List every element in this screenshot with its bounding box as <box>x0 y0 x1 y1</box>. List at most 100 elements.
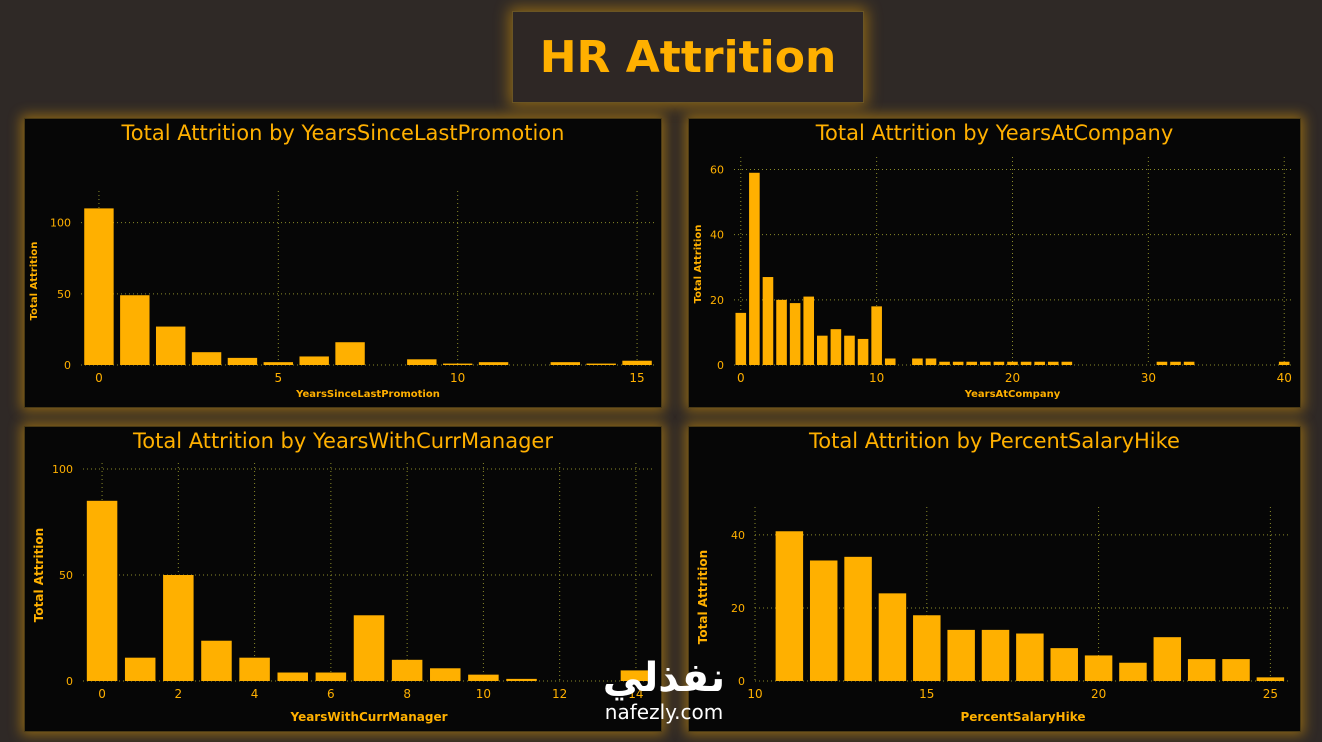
bar-20[interactable] <box>1084 655 1113 681</box>
bar-14[interactable] <box>878 593 907 681</box>
bar-11[interactable] <box>884 358 896 365</box>
bar-10[interactable] <box>442 363 473 365</box>
bar-11[interactable] <box>478 362 509 365</box>
x-tick-label: 12 <box>552 687 567 701</box>
bar-24[interactable] <box>1061 361 1073 365</box>
bar-6[interactable] <box>817 335 828 365</box>
bar-6[interactable] <box>315 672 347 681</box>
company-chart-panel[interactable]: Total Attrition by YearsAtCompany 0 20 40 6… <box>688 118 1301 408</box>
bar-2[interactable] <box>155 326 186 365</box>
bar-21[interactable] <box>1119 662 1147 681</box>
bar-15[interactable] <box>913 615 941 681</box>
bar-9[interactable] <box>857 338 869 365</box>
bar-5[interactable] <box>277 672 308 681</box>
watermark-site: nafezly.com <box>604 700 724 724</box>
bar-3[interactable] <box>191 352 222 365</box>
chart-svg: 0 20 40 60 0 10 20 30 40 YearsAtCompany Total Attr… <box>693 157 1292 400</box>
bar-11[interactable] <box>775 531 804 681</box>
chart-svg: 0 20 40 10 15 20 25 PercentSalaryHike Total Attr… <box>696 507 1291 724</box>
bar-17[interactable] <box>966 361 978 365</box>
bar-1[interactable] <box>124 657 156 681</box>
bar-0[interactable] <box>86 500 118 681</box>
promotion-chart-panel[interactable]: Total Attrition by YearsSinceLastPromoti… <box>24 118 662 408</box>
bar-18[interactable] <box>980 361 991 365</box>
bar-15[interactable] <box>622 360 652 365</box>
bar-24[interactable] <box>1222 659 1250 681</box>
bar-19[interactable] <box>1050 648 1078 681</box>
bar-17[interactable] <box>981 629 1010 681</box>
bar-33[interactable] <box>1183 361 1195 365</box>
bar-19[interactable] <box>993 361 1005 365</box>
chart-svg: 0 50 100 0 5 10 15 YearsSinceLastPromotion Total… <box>29 191 655 400</box>
dashboard-title: HR Attrition <box>539 31 837 83</box>
bar-12[interactable] <box>809 560 838 681</box>
chart-title: Total Attrition by YearsSinceLastPromoti… <box>121 121 565 145</box>
chart-title: Total Attrition by YearsAtCompany <box>815 121 1174 145</box>
bar-0[interactable] <box>735 312 747 365</box>
bar-32[interactable] <box>1170 361 1181 365</box>
bar-2[interactable] <box>163 575 194 681</box>
bar-10[interactable] <box>871 306 882 365</box>
bar-8[interactable] <box>391 659 423 681</box>
dashboard-title-box: HR Attrition <box>512 11 864 103</box>
x-tick-label: 20 <box>1005 371 1020 385</box>
bar-22[interactable] <box>1034 361 1045 365</box>
bar-16[interactable] <box>952 361 964 365</box>
bar-14[interactable] <box>620 670 652 681</box>
bar-22[interactable] <box>1153 637 1182 681</box>
x-axis-label: YearsSinceLastPromotion <box>295 389 440 400</box>
bar-11[interactable] <box>506 678 537 681</box>
bar-4[interactable] <box>227 357 258 365</box>
bar-31[interactable] <box>1156 361 1168 365</box>
x-tick-label: 5 <box>274 371 282 385</box>
bar-7[interactable] <box>830 329 842 365</box>
bar-8[interactable] <box>844 335 855 365</box>
bar-25[interactable] <box>1256 677 1285 681</box>
x-axis-label: PercentSalaryHike <box>960 710 1085 724</box>
bar-10[interactable] <box>468 674 499 681</box>
y-tick-label: 40 <box>731 529 745 542</box>
watermark: نفذلي nafezly.com <box>584 656 744 724</box>
bar-4[interactable] <box>239 657 270 681</box>
bar-15[interactable] <box>939 361 950 365</box>
bar-9[interactable] <box>407 359 437 365</box>
x-tick-label: 20 <box>1091 687 1106 701</box>
x-axis-label: YearsAtCompany <box>964 389 1061 400</box>
manager-chart-panel[interactable]: Total Attrition by YearsWithCurrManager … <box>24 426 662 732</box>
bar-9[interactable] <box>430 668 461 681</box>
bar-21[interactable] <box>1020 361 1032 365</box>
bar-23[interactable] <box>1047 361 1059 365</box>
bar-20[interactable] <box>1007 361 1018 365</box>
x-tick-label: 10 <box>747 687 762 701</box>
bar-16[interactable] <box>947 629 975 681</box>
bar-13[interactable] <box>550 362 581 365</box>
bar-5[interactable] <box>803 296 815 365</box>
bar-1[interactable] <box>749 172 760 365</box>
bar-5[interactable] <box>263 362 294 365</box>
y-tick-label: 60 <box>710 164 724 177</box>
y-tick-label: 0 <box>717 359 724 372</box>
bar-3[interactable] <box>776 299 787 365</box>
bar-40[interactable] <box>1278 361 1290 365</box>
bar-4[interactable] <box>789 303 801 365</box>
bar-6[interactable] <box>299 356 329 365</box>
bar-3[interactable] <box>201 640 232 681</box>
x-tick-label: 10 <box>450 371 465 385</box>
x-tick-label: 30 <box>1141 371 1156 385</box>
salary-chart-panel[interactable]: Total Attrition by PercentSalaryHike 0 20… <box>688 426 1301 732</box>
watermark-arabic: نفذلي <box>602 655 726 701</box>
bar-13[interactable] <box>912 358 923 365</box>
bar-1[interactable] <box>120 295 150 365</box>
bar-14[interactable] <box>925 358 937 365</box>
bar-0[interactable] <box>84 208 114 365</box>
bar-2[interactable] <box>762 277 774 365</box>
bar-13[interactable] <box>844 556 872 681</box>
y-tick-label: 20 <box>710 294 724 307</box>
y-axis-label: Total Attrition <box>32 528 46 622</box>
bar-14[interactable] <box>586 363 616 365</box>
bar-23[interactable] <box>1187 659 1216 681</box>
bar-18[interactable] <box>1016 633 1044 681</box>
y-axis-label: Total Attrition <box>29 242 40 321</box>
bar-7[interactable] <box>353 615 385 681</box>
bar-7[interactable] <box>335 342 365 365</box>
